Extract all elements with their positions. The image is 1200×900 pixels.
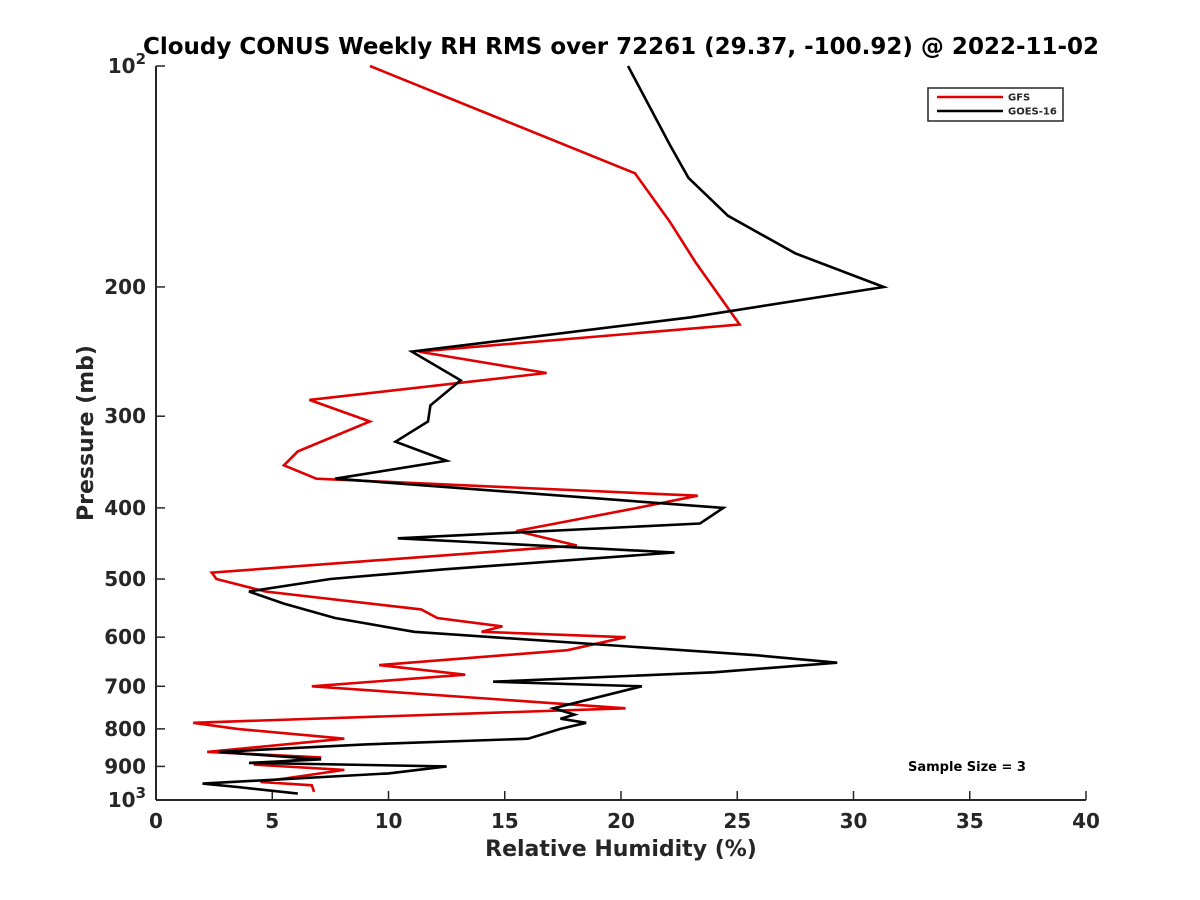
x-tick-label: 25 — [723, 809, 751, 833]
y-tick-label: 400 — [104, 496, 146, 520]
legend: GFS GOES-16 — [927, 87, 1064, 122]
legend-box — [927, 87, 1064, 122]
x-tick-label: 5 — [265, 809, 279, 833]
y-tick-label: 103 — [108, 784, 146, 812]
sample-size-annotation: Sample Size = 3 — [908, 760, 1026, 775]
chart-title: Cloudy CONUS Weekly RH RMS over 72261 (2… — [143, 34, 1099, 60]
x-axis-ticks: 0 5 10 15 20 25 30 35 40 — [149, 791, 1100, 833]
x-tick-label: 35 — [956, 809, 984, 833]
y-tick-label: 700 — [104, 674, 146, 698]
y-tick-label: 600 — [104, 625, 146, 649]
y-tick-label: 200 — [104, 275, 146, 299]
x-tick-label: 15 — [491, 809, 519, 833]
y-tick-label: 800 — [104, 717, 146, 741]
legend-label-gfs: GFS — [1008, 93, 1030, 104]
y-tick-label: 102 — [108, 50, 146, 78]
x-tick-label: 20 — [607, 809, 635, 833]
y-tick-label: 900 — [104, 754, 146, 778]
x-tick-label: 10 — [375, 809, 403, 833]
series-line-gfs — [193, 64, 742, 793]
x-tick-label: 30 — [840, 809, 868, 833]
series-line-goes16 — [202, 65, 889, 795]
x-axis-label: Relative Humidity (%) — [485, 837, 757, 862]
y-tick-label: 500 — [104, 567, 146, 591]
y-axis-ticks: 102 200 300 400 500 600 700 800 900 103 — [104, 50, 165, 812]
y-axis-label: Pressure (mb) — [74, 345, 99, 521]
y-tick-label: 300 — [104, 404, 146, 428]
series-lines — [193, 64, 889, 795]
x-tick-label: 40 — [1072, 809, 1100, 833]
x-tick-label: 0 — [149, 809, 163, 833]
legend-label-goes16: GOES-16 — [1008, 107, 1057, 118]
